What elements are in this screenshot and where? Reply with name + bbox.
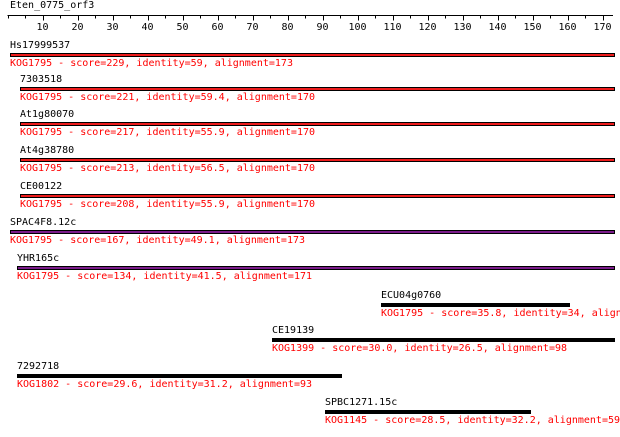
hit-alignment-bar[interactable] [20,87,615,91]
hit-alignment-bar[interactable] [10,230,615,234]
ruler-tick-label: 130 [453,22,471,33]
ruler-tick-label: 50 [176,22,188,33]
hit-alignment-bar[interactable] [17,374,342,378]
ruler-tick-label: 170 [593,22,611,33]
hit-name[interactable]: CE19139 [272,325,315,336]
hit-name[interactable]: SPAC4F8.12c [10,217,77,228]
hit-row[interactable]: At1g80070 KOG1795 - score=217, identity=5… [0,109,620,139]
ruler-tick-label: 60 [211,22,223,33]
sequence-ruler: 10 20 30 40 50 60 70 80 90 100 110 120 130 140 150 160 1… [7,15,613,33]
hit-name[interactable]: SPBC1271.15c [325,397,398,408]
hit-row[interactable]: ECU04g0760 KOG1795 - score=35.8, identity… [0,290,620,320]
hit-description: KOG1795 - score=217, identity=55.9, alig… [20,127,316,138]
hit-row[interactable]: SPAC4F8.12c KOG1795 - score=167, identity… [0,217,620,247]
hit-row[interactable]: CE19139 KOG1399 - score=30.0, identity=26… [0,325,620,355]
ruler-tick-label: 20 [71,22,83,33]
hit-row[interactable]: Hs17999537 KOG1795 - score=229, identity=… [0,40,620,70]
hit-description: KOG1145 - score=28.5, identity=32.2, ali… [325,415,620,426]
hit-alignment-bar[interactable] [17,266,615,270]
query-title: Eten_0775_orf3 [10,0,95,11]
hit-alignment-bar[interactable] [381,303,570,307]
ruler-tick-label: 80 [281,22,293,33]
hit-name[interactable]: YHR165c [17,253,60,264]
ruler-tick-label: 70 [246,22,258,33]
hit-description: KOG1795 - score=167, identity=49.1, alig… [10,235,306,246]
ruler-tick-label: 30 [106,22,118,33]
hit-name[interactable]: ECU04g0760 [381,290,442,301]
hit-description: KOG1795 - score=221, identity=59.4, alig… [20,92,316,103]
hit-description: KOG1795 - score=208, identity=55.9, alig… [20,199,316,210]
hit-description: KOG1795 - score=35.8, identity=34, align… [381,308,620,319]
hit-row[interactable]: 7292718 KOG1802 - score=29.6, identity=31… [0,361,620,391]
ruler-tick-label: 10 [36,22,48,33]
hit-description: KOG1399 - score=30.0, identity=26.5, ali… [272,343,568,354]
hit-alignment-bar[interactable] [10,53,615,57]
hit-description: KOG1795 - score=134, identity=41.5, alig… [17,271,313,282]
ruler-tick-label: 150 [523,22,541,33]
hit-description: KOG1802 - score=29.6, identity=31.2, ali… [17,379,313,390]
ruler-tick-label: 40 [141,22,153,33]
hit-row[interactable]: At4g38780 KOG1795 - score=213, identity=5… [0,145,620,175]
hit-alignment-bar[interactable] [20,158,615,162]
hit-alignment-bar[interactable] [272,338,615,342]
hit-description: KOG1795 - score=213, identity=56.5, alig… [20,163,316,174]
hit-alignment-bar[interactable] [325,410,531,414]
hit-row[interactable]: CE00122 KOG1795 - score=208, identity=55.… [0,181,620,211]
ruler-tick-label: 140 [488,22,506,33]
hit-name[interactable]: CE00122 [20,181,63,192]
ruler-tick-label: 120 [418,22,436,33]
hit-name[interactable]: At4g38780 [20,145,75,156]
hit-alignment-bar[interactable] [20,194,615,198]
hit-row[interactable]: 7303518 KOG1795 - score=221, identity=59.… [0,74,620,104]
ruler-tick-label: 100 [348,22,366,33]
hit-row[interactable]: SPBC1271.15c KOG1145 - score=28.5, identi… [0,397,620,427]
ruler-tick-label: 160 [558,22,576,33]
hit-name[interactable]: Hs17999537 [10,40,71,51]
hit-description: KOG1795 - score=229, identity=59, alignm… [10,58,293,69]
ruler-tick-label: 90 [316,22,328,33]
hit-name[interactable]: At1g80070 [20,109,75,120]
hit-name[interactable]: 7303518 [20,74,63,85]
ruler-tick-label: 110 [383,22,401,33]
hit-alignment-bar[interactable] [20,122,615,126]
hit-row[interactable]: YHR165c KOG1795 - score=134, identity=41.… [0,253,620,283]
hit-name[interactable]: 7292718 [17,361,60,372]
